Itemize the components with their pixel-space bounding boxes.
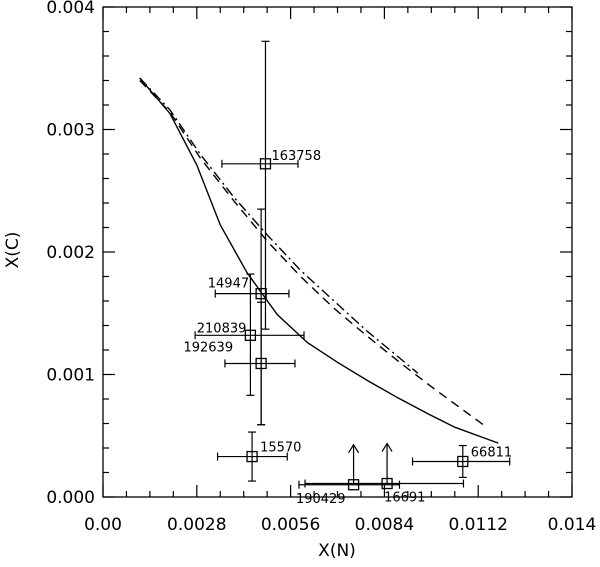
lower-limit-arrowhead [381,442,393,452]
x-tick-label: 0.0112 [448,515,507,535]
error-bars [194,40,511,489]
lower-limit-arrowhead [348,443,360,454]
x-tick-label: 0.0056 [261,515,320,535]
data-point-marker [457,455,469,468]
y-axis-label: X(C) [3,232,23,269]
x-tick-label: 0.014 [548,515,597,535]
point-label: 190429 [296,492,346,507]
model-curve-solid [139,77,499,444]
y-tick-label: 0.000 [46,488,95,508]
data-point-marker [255,357,267,370]
data-point-marker [347,479,360,491]
point-label: 192639 [183,340,233,355]
y-tick-label: 0.001 [46,366,95,386]
data-point-marker [244,329,257,341]
point-label: 66811 [471,445,512,460]
data-point-marker [381,477,393,490]
model-curve-dashed [139,80,486,427]
point-label: 163758 [271,149,321,164]
x-tick-label: 0.00 [84,515,122,535]
y-tick-label: 0.004 [46,0,95,18]
y-axis-ticks: 0.000 0.001 0.002 0.003 0.004 [46,0,572,508]
point-label: 14947 [208,277,249,292]
y-tick-label: 0.002 [46,243,95,263]
point-label: 210839 [197,321,247,336]
point-labels: 163758 14947 210839 192639 15570 190429 16691 6… [183,149,512,507]
data-points [244,158,469,491]
x-axis-label: X(N) [318,541,356,561]
data-point-marker [246,450,258,463]
point-label: 15570 [260,441,301,456]
x-tick-label: 0.0028 [167,515,226,535]
point-label: 16691 [384,491,425,506]
x-axis-ticks: 0.00 0.0028 0.0056 0.0084 0.0112 0.014 [84,7,596,535]
data-point-marker [259,158,272,170]
model-curve-dashdot [139,77,419,374]
y-tick-label: 0.003 [46,121,95,141]
model-curves [139,77,499,444]
data-point-marker [255,287,267,300]
x-tick-label: 0.0084 [355,515,414,535]
